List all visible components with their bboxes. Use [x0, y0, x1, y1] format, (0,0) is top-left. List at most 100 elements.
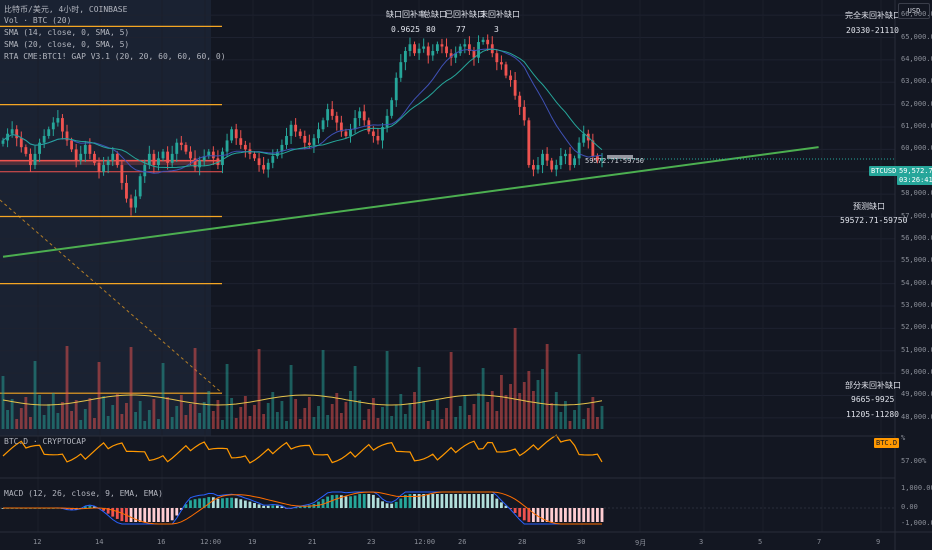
- candle-body: [147, 153, 151, 166]
- time-tick: 7: [817, 538, 822, 546]
- btcd-line: [2, 434, 603, 464]
- time-tick: 30: [577, 538, 586, 546]
- volume-bar: [486, 402, 490, 429]
- candle-body: [61, 118, 64, 132]
- btcd-unit: %: [901, 434, 906, 442]
- volume-bar: [198, 413, 202, 429]
- macd-histogram-bar: [454, 494, 458, 508]
- time-tick: 23: [367, 538, 376, 546]
- macd-histogram-bar: [463, 494, 467, 508]
- macd-pane: [0, 491, 895, 525]
- candle-body: [198, 160, 202, 168]
- volume-bar: [65, 346, 69, 429]
- time-tick: 5: [758, 538, 763, 546]
- candle-body: [394, 77, 398, 101]
- volume-bar: [115, 394, 119, 429]
- macd-histogram-bar: [499, 502, 503, 508]
- candle-body: [97, 162, 101, 172]
- macd-histogram-bar: [83, 506, 87, 508]
- candle-body: [317, 129, 320, 139]
- macd-histogram-bar: [280, 506, 284, 508]
- btcd-legend[interactable]: BTC.D · CRYPTOCAP: [4, 437, 86, 446]
- time-tick: 3: [699, 538, 704, 546]
- last-price-tag: 59,572.71: [897, 166, 932, 176]
- volume-bar: [221, 420, 224, 429]
- macd-histogram-bar: [596, 508, 599, 522]
- projection-line: [0, 199, 223, 394]
- legend-volume[interactable]: Vol · BTC (20): [4, 16, 72, 25]
- macd-histogram-bar: [408, 494, 412, 508]
- history-shade: [0, 0, 211, 436]
- time-tick: 12:00: [200, 538, 222, 546]
- candle-body: [230, 129, 234, 141]
- volume-bar: [362, 420, 366, 429]
- candle-body: [202, 156, 206, 161]
- candle-body: [216, 158, 220, 166]
- volume-bar: [157, 419, 160, 429]
- volume-bar: [239, 407, 243, 429]
- candle-body: [449, 53, 453, 58]
- volume-bar: [230, 398, 234, 429]
- volume-bar: [481, 368, 485, 429]
- macd-histogram-bar: [198, 498, 202, 508]
- volume-bar: [262, 414, 266, 429]
- macd-histogram-bar: [362, 494, 366, 508]
- candle-body: [559, 156, 563, 166]
- currency-button[interactable]: USD: [898, 3, 930, 19]
- candle-body: [111, 153, 115, 161]
- time-tick: 9: [876, 538, 881, 546]
- macd-histogram-bar: [262, 505, 266, 508]
- volume-bar: [330, 404, 334, 429]
- macd-histogram-bar: [253, 503, 256, 508]
- volume-bar: [138, 401, 142, 429]
- candle-body: [74, 149, 78, 161]
- candle-body: [582, 133, 586, 143]
- volume-bar: [125, 403, 128, 429]
- macd-histogram-bar: [248, 501, 252, 508]
- candle-body: [143, 165, 147, 177]
- macd-histogram-bar: [495, 498, 499, 508]
- candle-body: [179, 142, 183, 145]
- macd-histogram-bar: [307, 505, 311, 508]
- candle-body: [385, 115, 389, 128]
- candle-body: [458, 46, 462, 54]
- volume-bar: [275, 412, 279, 429]
- macd-histogram-bar: [93, 506, 96, 508]
- legend-sma14[interactable]: SMA (14, close, 0, SMA, 5): [4, 28, 130, 37]
- legend-symbol[interactable]: 比特币/美元, 4小时, COINBASE: [4, 5, 128, 14]
- volume-bar: [371, 398, 375, 429]
- volume-bar: [42, 415, 46, 429]
- time-tick: 12: [33, 538, 42, 546]
- macd-histogram-bar: [275, 505, 279, 508]
- volume-bar: [531, 391, 535, 429]
- volume-bar: [243, 396, 247, 429]
- candle-body: [573, 158, 576, 166]
- candle-body: [435, 44, 439, 51]
- volume-bar: [294, 399, 298, 429]
- macd-histogram-bar: [129, 508, 133, 522]
- candle-body: [486, 39, 490, 45]
- macd-histogram-bar: [339, 495, 343, 508]
- candle-body: [239, 138, 243, 145]
- legend-gap-indicator[interactable]: RTA CME:BTC1! GAP V3.1 (20, 20, 60, 60, …: [4, 52, 226, 61]
- volume-bar: [312, 417, 316, 429]
- candle-body: [29, 153, 32, 166]
- volume-bar: [403, 414, 407, 429]
- time-tick: 12:00: [414, 538, 436, 546]
- macd-histogram-bar: [166, 508, 170, 522]
- volume-bar: [211, 411, 215, 429]
- volume-bar: [70, 411, 74, 429]
- volume-bar: [56, 413, 60, 429]
- legend-sma20[interactable]: SMA (20, close, 0, SMA, 5): [4, 40, 130, 49]
- macd-histogram-bar: [573, 508, 576, 522]
- volume-bar: [10, 399, 14, 429]
- gap-zone-label: 59572.71-59750: [585, 157, 645, 165]
- macd-histogram-bar: [564, 508, 567, 522]
- candle-body: [280, 144, 284, 152]
- filled-gaps-label: 已回补缺口: [445, 10, 485, 19]
- candle-body: [499, 62, 503, 65]
- macd-legend[interactable]: MACD (12, 26, close, 9, EMA, EMA): [4, 489, 163, 498]
- candle-body: [175, 142, 179, 154]
- volume-bar: [24, 397, 28, 429]
